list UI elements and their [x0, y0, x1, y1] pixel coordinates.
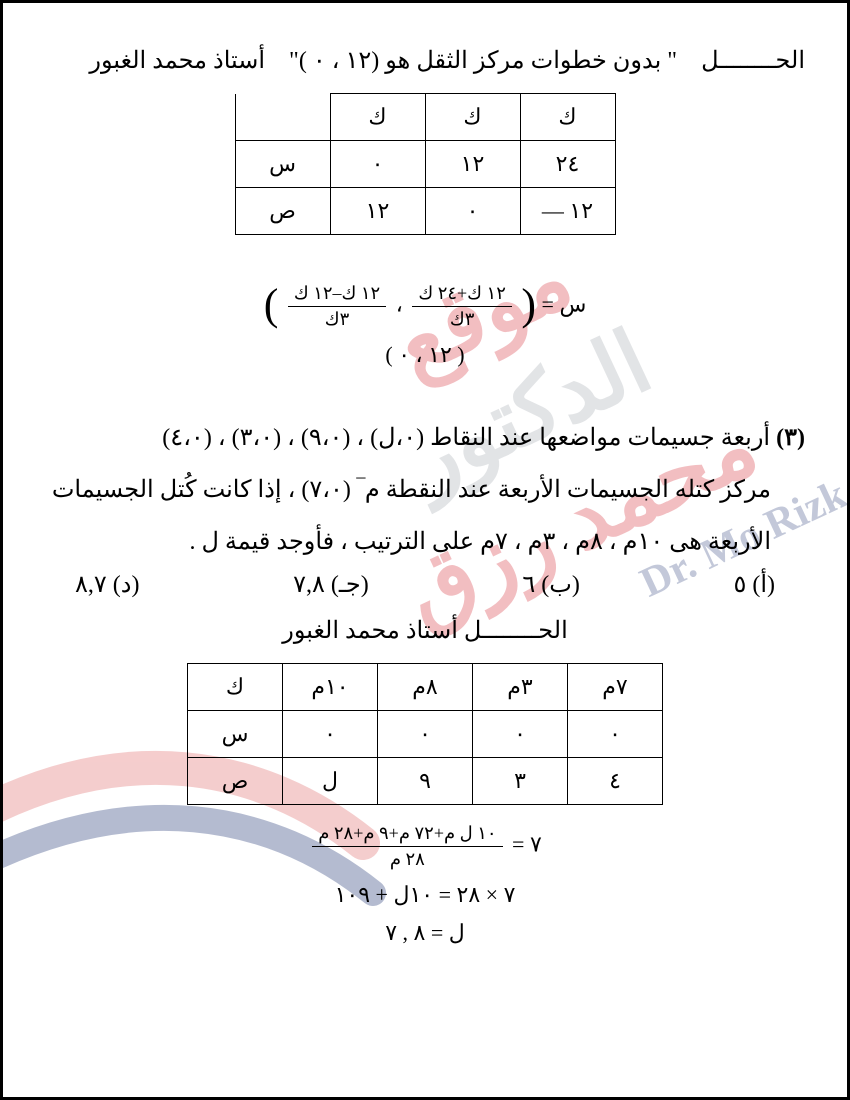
- q3-line2: مركز كتله الجسيمات الأربعة عند النقطة م‾…: [45, 466, 805, 514]
- t1-h0: ك: [520, 94, 615, 141]
- t2-r1c1: ٠: [283, 711, 378, 758]
- sol2-title: الحــــــــل أستاذ محمد الغبور: [45, 607, 805, 655]
- q3-num: (٣): [776, 425, 805, 451]
- eq1-num: ١٠ ل م+٧٢ م+٩ م+٢٨ م: [312, 823, 502, 847]
- sol1-formula: س = ( ١٢ ك+٢٤ ك ٣ك ، ١٢ ك–١٢ ك ٣ك ): [45, 283, 805, 330]
- eq3: ل = ٨ , ٧: [45, 920, 805, 946]
- table-1: ك ك ك ٢٤ ١٢ ٠ س ١٢ — ٠ ١٢ ص: [235, 93, 616, 235]
- mcq-a: (أ) ٥: [733, 570, 775, 599]
- t1-r1c3: ٢٤: [520, 141, 615, 188]
- sol1-author: أستاذ محمد الغبور: [89, 48, 265, 74]
- eq1-lhs: ٧ =: [512, 832, 542, 857]
- t2-r2c0: ص: [188, 758, 283, 805]
- sol1-result: ( ١٢ ، ٠ ): [45, 342, 805, 368]
- t1-h3-blank: [235, 94, 330, 141]
- t2-r1c2: ٠: [378, 711, 473, 758]
- t2-h3: ٣م: [473, 664, 568, 711]
- paren-open-icon: (: [521, 280, 536, 329]
- mcq-b: (ب) ٦: [522, 570, 579, 599]
- t2-r1c0: س: [188, 711, 283, 758]
- q3-text1: أربعة جسيمات مواضعها عند النقاط (٠،ل) ، …: [162, 425, 770, 451]
- t2-r2c4: ٤: [568, 758, 663, 805]
- q3-line1: (٣) أربعة جسيمات مواضعها عند النقاط (٠،ل…: [45, 414, 805, 462]
- t1-r1c0: س: [235, 141, 330, 188]
- t2-h4: ٧م: [568, 664, 663, 711]
- sol1-quote: " بدون خطوات مركز الثقل هو (١٢ ، ٠ )": [289, 48, 677, 74]
- t1-r2c3: ١٢ —: [520, 188, 615, 235]
- mcq-d: (د) ٨,٧: [75, 570, 139, 599]
- t1-r2c1: ١٢: [330, 188, 425, 235]
- t2-r1c3: ٠: [473, 711, 568, 758]
- f-lead: س =: [542, 292, 587, 317]
- paren-close-icon: ): [264, 280, 279, 329]
- f1-den: ٣ك: [412, 307, 512, 330]
- t2-r2c1: ل: [283, 758, 378, 805]
- t2-r2c2: ٩: [378, 758, 473, 805]
- t1-r2c2: ٠: [425, 188, 520, 235]
- eq2: ٧ × ٢٨ = ١٠ل + ١٠٩: [45, 882, 805, 908]
- mcq-row: (أ) ٥ (ب) ٦ (جـ) ٧,٨ (د) ٨,٧: [75, 570, 775, 599]
- t1-h2: ك: [330, 94, 425, 141]
- label-solution: الحــــــــل: [701, 48, 805, 74]
- t1-r2c0: ص: [235, 188, 330, 235]
- t1-r1c2: ١٢: [425, 141, 520, 188]
- t2-r2c3: ٣: [473, 758, 568, 805]
- eq1: ٧ = ١٠ ل م+٧٢ م+٩ م+٢٨ م ٢٨ م: [45, 823, 805, 870]
- t2-h0: ك: [188, 664, 283, 711]
- f2-num: ١٢ ك–١٢ ك: [288, 283, 386, 307]
- eq1-den: ٢٨ م: [312, 847, 502, 870]
- q3-line3: الأربعة هى ١٠م ، ٨م ، ٣م ، ٧م على الترتي…: [45, 518, 805, 566]
- t2-h1: ١٠م: [283, 664, 378, 711]
- t1-r1c1: ٠: [330, 141, 425, 188]
- t1-h1: ك: [425, 94, 520, 141]
- sol1-title: الحــــــــل " بدون خطوات مركز الثقل هو …: [45, 37, 805, 85]
- f1-num: ١٢ ك+٢٤ ك: [412, 283, 512, 307]
- table-2: ٧م ٣م ٨م ١٠م ك ٠ ٠ ٠ ٠ س ٤ ٣ ٩ ل ص: [187, 663, 663, 805]
- t2-h2: ٨م: [378, 664, 473, 711]
- f2-den: ٣ك: [288, 307, 386, 330]
- mcq-c: (جـ) ٧,٨: [293, 570, 369, 599]
- f-sep: ،: [396, 292, 403, 317]
- t2-r1c4: ٠: [568, 711, 663, 758]
